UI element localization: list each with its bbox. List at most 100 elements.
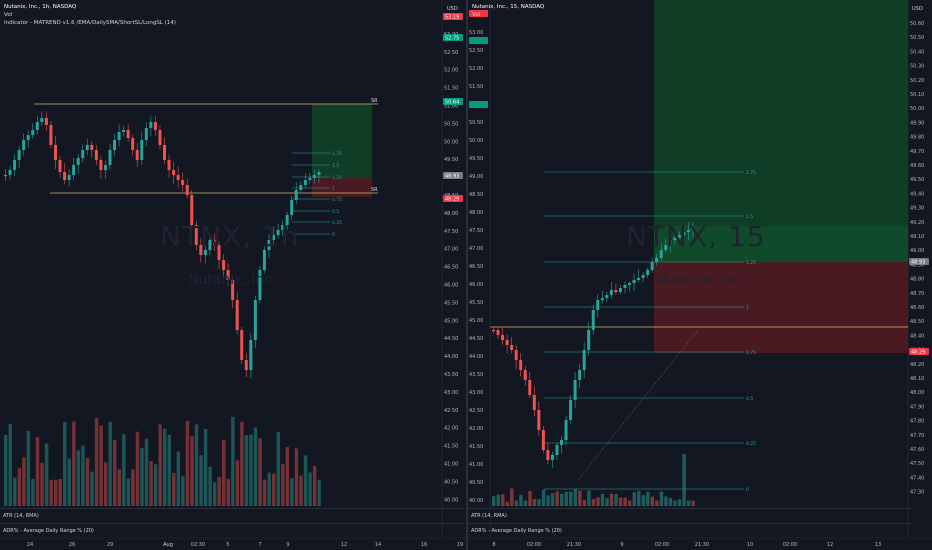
candle-body (677, 235, 681, 238)
fib-level-label: 0 (746, 487, 749, 493)
price-tick-label: 49.40 (910, 191, 924, 197)
candle-body (532, 395, 536, 410)
volume-legend[interactable]: Vol (4, 12, 13, 18)
candle-body (4, 175, 7, 177)
fib-level-label: 1 (746, 305, 749, 311)
currency-label[interactable]: USD (447, 6, 458, 12)
candle-body (605, 295, 609, 298)
volume-bar (605, 498, 609, 506)
candle-body (673, 238, 677, 240)
volume-bar (267, 472, 271, 506)
chart-canvas-15m[interactable]: 50.60 50.50 50.40 50.30 50.20 50.10 50.00 49.90… (468, 0, 932, 550)
price-tick-label: 48.60 (910, 305, 924, 311)
candle-body (58, 160, 62, 172)
candle-body (519, 360, 523, 370)
volume-bar (4, 434, 8, 506)
candle-body (618, 288, 622, 292)
volume-bar (253, 427, 258, 506)
volume-bar (505, 501, 509, 506)
volume-bar (212, 482, 217, 506)
left-price-tick-label: 45.50 (469, 300, 483, 306)
left-price-tick-label: 40.00 (469, 498, 483, 504)
candle-body (144, 128, 148, 140)
price-tick-label: 48.40 (910, 333, 924, 339)
left-price-axis (468, 0, 490, 508)
left-price-tick-label: 50.00 (469, 138, 483, 144)
price-tick-label: 43.50 (444, 372, 458, 378)
candle-body (632, 280, 636, 283)
price-tick-label: 50.50 (444, 121, 458, 127)
adr-pane[interactable]: ADR% - Average Daily Range % (20) (0, 523, 463, 538)
candle-body (26, 135, 30, 140)
volume-legend[interactable]: Vol (472, 12, 481, 18)
time-tick-label: 29 (107, 542, 113, 548)
volume-bar (501, 494, 505, 506)
volume-bar (22, 457, 26, 506)
volume-bar (569, 491, 573, 506)
volume-bar (240, 421, 244, 506)
price-tick-label: 42.00 (444, 426, 458, 432)
price-tag-label: 48.29 (911, 350, 925, 356)
volume-bar (217, 477, 221, 506)
price-tick-label: 52.00 (444, 68, 458, 74)
volume-bar (135, 431, 140, 506)
volume-bar (85, 458, 90, 506)
volume-bar (26, 430, 31, 506)
candle-body (76, 158, 80, 165)
volume-bar (290, 478, 294, 506)
volume-bar (541, 489, 546, 506)
candle-body (149, 122, 153, 128)
price-tag (469, 101, 488, 108)
fib-level-label: 1.25 (746, 260, 756, 266)
pane-divider[interactable] (466, 0, 468, 550)
candle-body (35, 122, 39, 130)
price-tick-label: 49.80 (910, 135, 924, 141)
candle-body (244, 360, 248, 370)
adr-pane[interactable]: ADR% - Average Daily Range % (20) (468, 523, 911, 538)
candle-body (31, 130, 35, 135)
chart-pane-15m[interactable]: 50.60 50.50 50.40 50.30 50.20 50.10 50.00 49.90… (468, 0, 932, 550)
volume-bar (628, 500, 632, 506)
indicator-legend[interactable]: Indicator - MATREND v1.6 /EMA/DailySMA/S… (4, 19, 176, 27)
price-tick-label: 48.50 (910, 319, 924, 325)
volume-bar (144, 438, 149, 506)
symbol-legend: Nutanix, Inc., 15, NASDAQ (472, 3, 544, 11)
volume-bar (140, 447, 144, 506)
price-tick-label: 50.00 (910, 106, 924, 112)
time-tick-label: 5 (226, 542, 229, 548)
volume-bar (641, 495, 645, 506)
atr-pane[interactable]: ATR (14, RMA) (0, 508, 463, 523)
volume-bar (308, 472, 312, 506)
price-tick-label: 50.60 (910, 21, 924, 27)
price-tick-label: 47.40 (910, 475, 924, 481)
volume-bar (17, 468, 22, 506)
left-price-tick-label: 40.50 (469, 480, 483, 486)
candle-body (637, 278, 641, 280)
candle-body (85, 145, 89, 150)
candle-body (126, 130, 130, 138)
volume-bar (614, 494, 618, 506)
volume-bar (510, 488, 514, 506)
price-tick-label: 50.30 (910, 64, 924, 70)
symbol-title[interactable]: Nutanix, Inc., 1h, NASDAQ (4, 4, 77, 10)
candle-body (546, 450, 550, 460)
candle-body (272, 235, 276, 240)
price-tick-label: 49.70 (910, 149, 924, 155)
symbol-title[interactable]: Nutanix, Inc., 15, NASDAQ (472, 4, 545, 10)
candle-body (276, 230, 280, 235)
chart-pane-1h[interactable]: 53.5053.0052.5052.0051.5051.0050.5050.00… (0, 0, 466, 550)
price-tick-label: 48.00 (444, 211, 458, 217)
price-tag (909, 348, 929, 355)
chart-canvas-1h[interactable]: 53.5053.0052.5052.0051.5051.0050.5050.00… (0, 0, 466, 550)
volume-bar (582, 499, 587, 506)
volume-bar (231, 416, 235, 506)
candle-body (122, 130, 126, 132)
atr-pane[interactable]: ATR (14, RMA) (468, 508, 911, 523)
left-price-tick-label: 48.00 (469, 210, 483, 216)
candle-body (496, 330, 500, 335)
candle-body (13, 160, 17, 170)
currency-label[interactable]: USD (912, 6, 923, 12)
candle-body (587, 330, 591, 350)
candle-body (185, 185, 189, 195)
volume-bar (668, 498, 673, 506)
